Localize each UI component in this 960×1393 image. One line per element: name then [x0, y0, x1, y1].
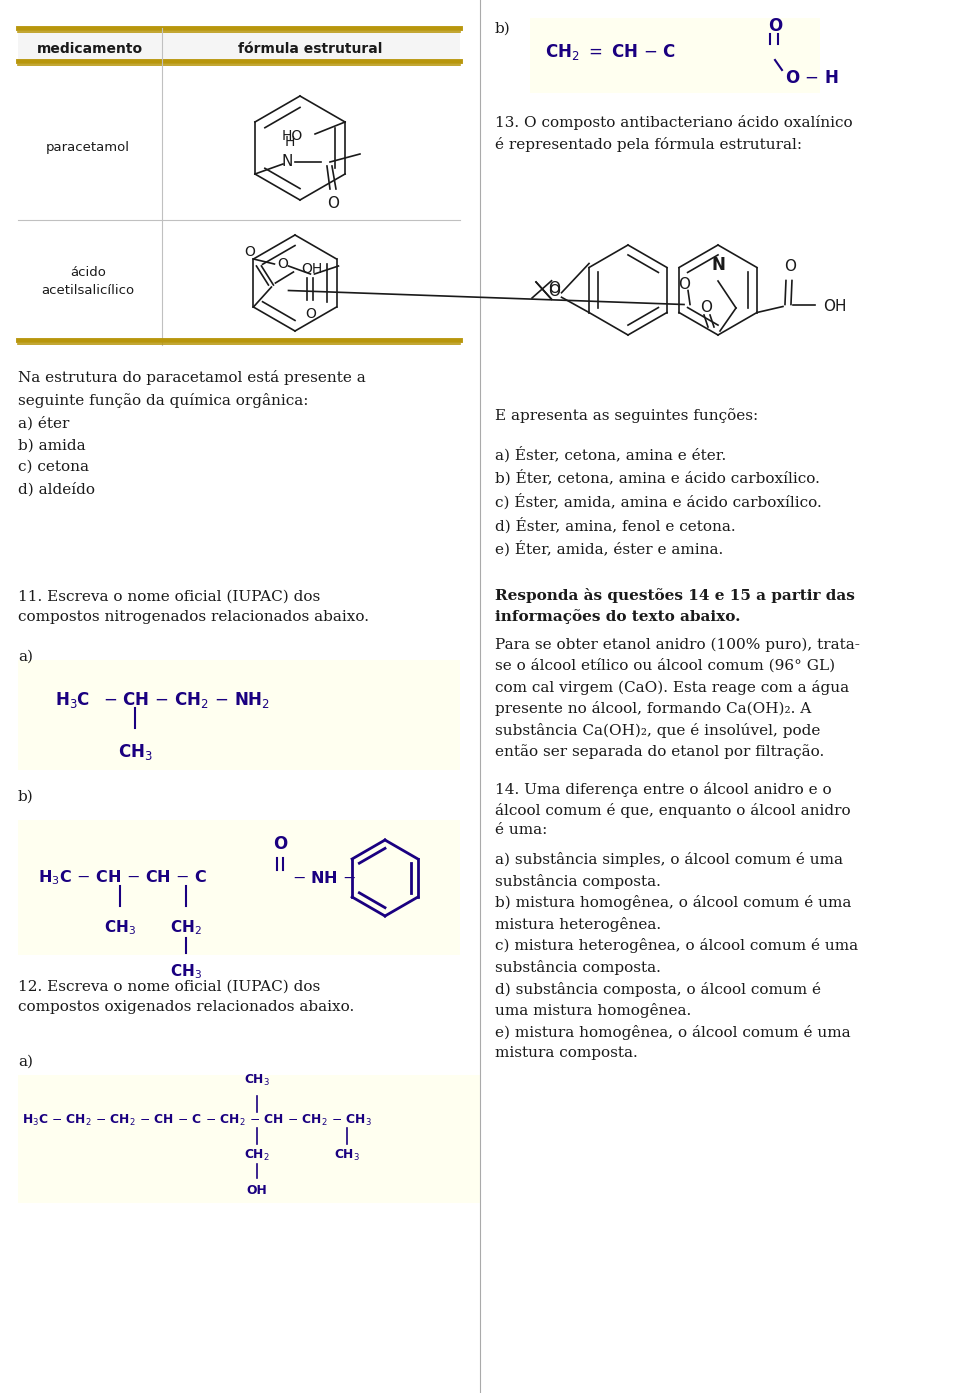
Text: OH: OH — [823, 299, 847, 313]
Text: O: O — [548, 284, 561, 298]
Text: O: O — [784, 259, 796, 274]
Text: O: O — [700, 299, 712, 315]
Bar — [18, 33, 460, 61]
Text: a) substância simples, o álcool comum é uma
substância composta.
b) mistura homo: a) substância simples, o álcool comum é … — [495, 853, 858, 1060]
Bar — [18, 820, 460, 956]
Text: a): a) — [18, 651, 33, 664]
Text: OH: OH — [301, 262, 323, 276]
Text: $-$ CH $-$ CH$_2$ $-$ NH$_2$: $-$ CH $-$ CH$_2$ $-$ NH$_2$ — [103, 690, 270, 710]
Text: O: O — [327, 196, 339, 212]
Text: N: N — [711, 256, 725, 274]
Text: N: N — [281, 155, 293, 170]
Text: O: O — [678, 277, 690, 293]
Text: CH$_3$: CH$_3$ — [170, 963, 202, 981]
Text: fórmula estrutural: fórmula estrutural — [238, 42, 382, 56]
Text: CH$_3$: CH$_3$ — [118, 742, 153, 762]
Text: H$_3$C $-$ CH $-$ CH $-$ C: H$_3$C $-$ CH $-$ CH $-$ C — [38, 869, 207, 887]
Text: 11. Escreva o nome oficial (IUPAC) dos
compostos nitrogenados relacionados abaix: 11. Escreva o nome oficial (IUPAC) dos c… — [18, 591, 369, 624]
Text: O: O — [548, 281, 561, 297]
Text: H: H — [285, 135, 295, 149]
Text: O: O — [768, 17, 782, 35]
Bar — [530, 18, 820, 93]
Text: Na estrutura do paracetamol está presente a
seguinte função da química orgânica:: Na estrutura do paracetamol está present… — [18, 371, 366, 496]
Text: paracetamol: paracetamol — [46, 142, 130, 155]
Text: CH$_3$: CH$_3$ — [104, 918, 136, 936]
Text: O: O — [273, 834, 287, 853]
Text: b): b) — [495, 22, 511, 36]
Text: H$_3$C $-$ CH$_2$ $-$ CH$_2$ $-$ CH $-$ C $-$ CH$_2$ $-$ CH $-$ CH$_2$ $-$ CH$_3: H$_3$C $-$ CH$_2$ $-$ CH$_2$ $-$ CH $-$ … — [22, 1113, 372, 1127]
Text: CH$_2$: CH$_2$ — [170, 918, 202, 936]
Text: $-$ NH $-$: $-$ NH $-$ — [292, 871, 357, 886]
Text: Para se obter etanol anidro (100% puro), trata-
se o álcool etílico ou álcool co: Para se obter etanol anidro (100% puro),… — [495, 638, 860, 759]
Text: CH$_2$ $=$ CH $-$ C: CH$_2$ $=$ CH $-$ C — [545, 42, 676, 63]
Text: a): a) — [18, 1055, 33, 1068]
Text: ácido
acetilsalicílico: ácido acetilsalicílico — [41, 266, 134, 298]
Text: OH: OH — [247, 1184, 268, 1197]
Text: O: O — [244, 245, 254, 259]
Text: CH$_3$: CH$_3$ — [244, 1073, 270, 1088]
Text: 13. O composto antibacteriano ácido oxalínico
é representado pela fórmula estrut: 13. O composto antibacteriano ácido oxal… — [495, 116, 852, 152]
Bar — [18, 1075, 480, 1204]
Text: CH$_3$: CH$_3$ — [334, 1148, 360, 1163]
Text: O: O — [277, 256, 288, 272]
Text: O: O — [305, 306, 316, 320]
Text: CH$_2$: CH$_2$ — [244, 1148, 270, 1163]
Text: H$_3$C: H$_3$C — [55, 690, 90, 710]
Text: O $-$ H: O $-$ H — [785, 70, 839, 86]
Text: Responda às questões 14 e 15 a partir das
informações do texto abaixo.: Responda às questões 14 e 15 a partir da… — [495, 588, 854, 624]
Text: medicamento: medicamento — [36, 42, 143, 56]
Text: a) Éster, cetona, amina e éter.
b) Éter, cetona, amina e ácido carboxílico.
c) É: a) Éster, cetona, amina e éter. b) Éter,… — [495, 446, 822, 557]
Text: HO: HO — [282, 130, 303, 143]
Text: 12. Escreva o nome oficial (IUPAC) dos
compostos oxigenados relacionados abaixo.: 12. Escreva o nome oficial (IUPAC) dos c… — [18, 981, 354, 1014]
Text: E apresenta as seguintes funções:: E apresenta as seguintes funções: — [495, 408, 758, 423]
Bar — [18, 660, 460, 770]
Text: b): b) — [18, 790, 34, 804]
Text: 14. Uma diferença entre o álcool anidro e o
álcool comum é que, enquanto o álcoo: 14. Uma diferença entre o álcool anidro … — [495, 781, 851, 837]
